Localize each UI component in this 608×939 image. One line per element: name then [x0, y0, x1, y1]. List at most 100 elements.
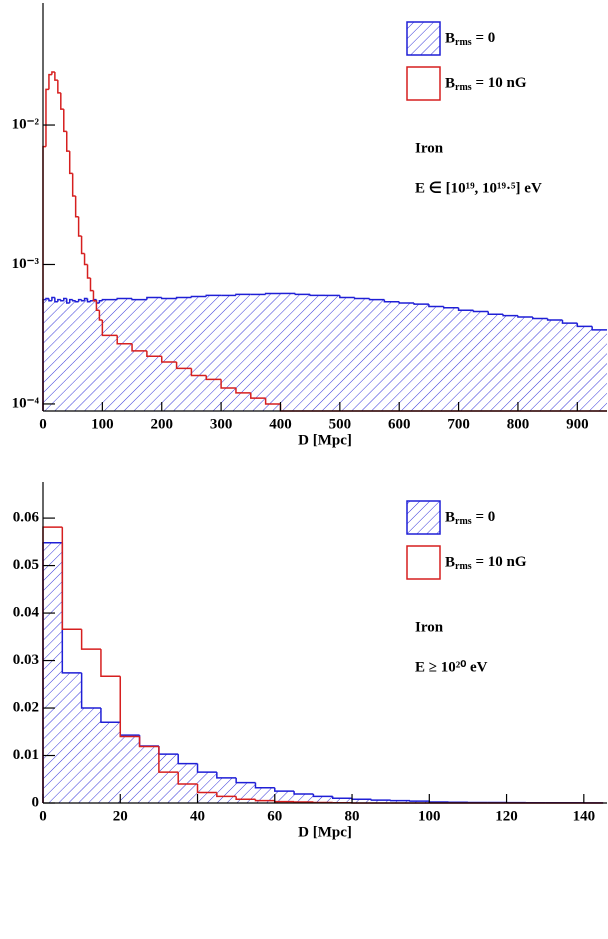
x-tick-label: 0 [39, 808, 47, 824]
bin-outline [235, 293, 251, 296]
bin-fill [443, 307, 459, 411]
x-tick-label: 300 [210, 416, 233, 432]
bin-fill [197, 772, 217, 803]
bin-outline [51, 71, 55, 75]
bin-outline [65, 298, 70, 304]
bin-outline [131, 298, 147, 301]
bin-outline [370, 799, 391, 801]
y-tick-label: 10⁻² [12, 116, 40, 132]
bin-fill [102, 299, 118, 411]
bin-outline [138, 735, 159, 747]
bin-fill [99, 300, 103, 411]
bin-fill [43, 542, 63, 803]
bin-fill [414, 304, 429, 411]
bin-fill [69, 299, 73, 411]
bin-fill [146, 297, 162, 411]
bin-outline [235, 796, 256, 800]
bin-outline [190, 295, 207, 298]
bin-fill [428, 306, 444, 411]
x-tick-label: 500 [329, 416, 352, 432]
bin-fill [236, 782, 256, 803]
x-tick-label: 40 [190, 808, 205, 824]
bin-outline [177, 754, 198, 765]
bin-fill [532, 318, 548, 411]
bin-outline [45, 297, 49, 300]
bin-fill [216, 777, 237, 803]
bin-outline [63, 109, 67, 133]
x-tick-label: 800 [507, 416, 530, 432]
bin-outline [63, 297, 67, 301]
bin-fill [592, 329, 607, 411]
bin-fill [57, 299, 61, 411]
bin-outline [83, 253, 88, 266]
annotation: Iron [415, 140, 444, 156]
bin-fill [562, 323, 578, 411]
legend-label: Brms = 10 nG [445, 554, 527, 572]
bin-outline [74, 300, 79, 303]
bin-fill [45, 298, 49, 411]
x-tick-label: 600 [388, 416, 411, 432]
bin-outline [74, 195, 79, 218]
bin-outline [131, 343, 147, 352]
bin-outline [101, 298, 118, 301]
bin-outline [65, 131, 70, 152]
x-tick-label: 120 [495, 808, 518, 824]
bin-outline [83, 297, 88, 301]
bin-outline [48, 298, 52, 302]
bin-fill [503, 315, 518, 411]
bin-outline [413, 302, 429, 305]
bin-outline [146, 350, 162, 357]
bin-outline [220, 379, 236, 389]
bin-outline [561, 319, 578, 324]
bin-outline [138, 736, 159, 748]
x-tick-label: 100 [418, 808, 441, 824]
bin-fill [399, 302, 415, 411]
bin-outline [100, 708, 121, 724]
bin-outline [472, 310, 489, 313]
y-tick-label: 10⁻⁴ [12, 395, 40, 411]
bin-fill [517, 317, 533, 411]
bin-outline [68, 151, 73, 175]
bin-outline [175, 361, 192, 370]
bin-fill [72, 300, 76, 411]
x-tick-label: 0 [39, 416, 47, 432]
bin-outline [116, 297, 133, 300]
bin-fill [221, 295, 236, 411]
bin-fill [117, 298, 133, 411]
bin-fill [161, 298, 177, 411]
bin-fill [60, 300, 64, 411]
x-tick-label: 200 [150, 416, 173, 432]
bin-outline [101, 319, 118, 337]
bin-outline [80, 236, 85, 255]
bin-outline [177, 772, 198, 785]
bin-outline [146, 296, 162, 300]
bin-fill [280, 293, 296, 411]
bin-outline [235, 388, 251, 394]
bin-outline [368, 298, 385, 301]
bin-fill [339, 297, 355, 411]
legend-label: Brms = 0 [445, 509, 495, 527]
bin-fill [54, 301, 58, 411]
bin-outline [274, 787, 295, 792]
bin-fill [191, 296, 207, 411]
bin-outline [293, 791, 314, 795]
bin-fill [409, 801, 430, 803]
x-tick-label: 80 [345, 808, 360, 824]
bin-outline [353, 297, 370, 300]
bin-fill [352, 799, 372, 803]
bin-outline [254, 799, 275, 802]
bin-fill [43, 299, 46, 411]
bin-fill [62, 672, 82, 803]
bin-fill [390, 800, 410, 803]
bin-fill [75, 301, 79, 411]
bin-fill [313, 796, 333, 803]
y-tick-label: 10⁻³ [12, 256, 40, 272]
bin-outline [264, 398, 281, 405]
bin-fill [577, 326, 593, 411]
bin-outline [160, 356, 177, 363]
bin-outline [98, 310, 103, 321]
bin-outline [254, 782, 275, 789]
bin-outline [312, 793, 333, 798]
